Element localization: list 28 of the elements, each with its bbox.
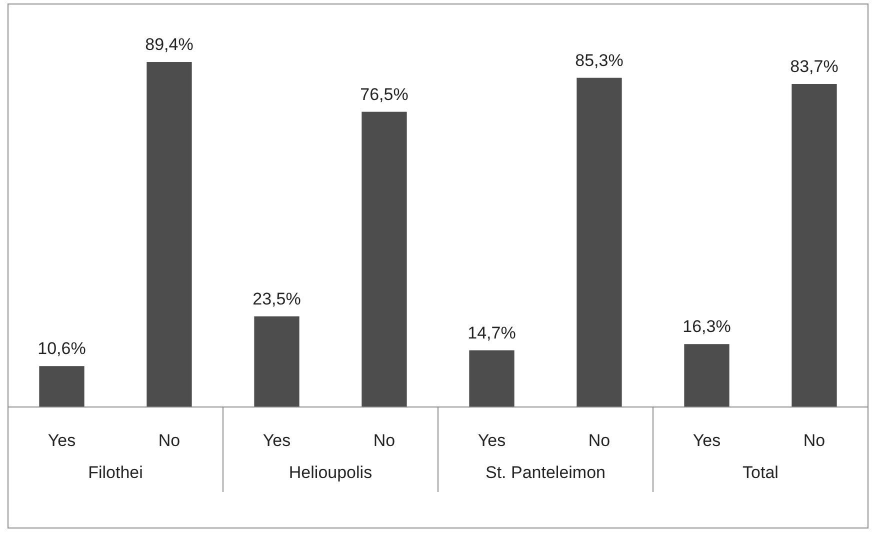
text: Total	[742, 463, 778, 482]
bar	[146, 62, 192, 407]
x-tick-label: Yes	[262, 431, 291, 450]
bar	[684, 344, 730, 407]
x-tick-label: No	[803, 431, 826, 450]
bar	[362, 112, 407, 407]
data-label: 83,7%	[790, 56, 838, 76]
data-label: 10,6%	[38, 339, 86, 358]
x-tick-label: No	[373, 431, 396, 450]
bar	[39, 366, 84, 407]
data-label: 14,7%	[468, 323, 516, 342]
data-label: 85,3%	[575, 50, 624, 70]
bar	[254, 316, 300, 407]
x-tick-label: No	[588, 431, 610, 450]
text: Helioupolis	[288, 463, 372, 482]
bar	[469, 350, 514, 407]
data-label: 89,4%	[145, 35, 194, 54]
bar	[792, 84, 837, 407]
text: St. Panteleimon	[485, 463, 606, 482]
data-label: 23,5%	[252, 289, 301, 308]
text: Filothei	[88, 463, 143, 482]
data-label: 76,5%	[360, 84, 408, 104]
bar	[576, 78, 622, 407]
x-tick-label: Yes	[478, 431, 506, 450]
x-tick-label: Yes	[48, 431, 76, 450]
data-label: 16,3%	[682, 317, 731, 336]
x-tick-label: Yes	[692, 431, 721, 450]
x-tick-label: No	[158, 431, 180, 450]
